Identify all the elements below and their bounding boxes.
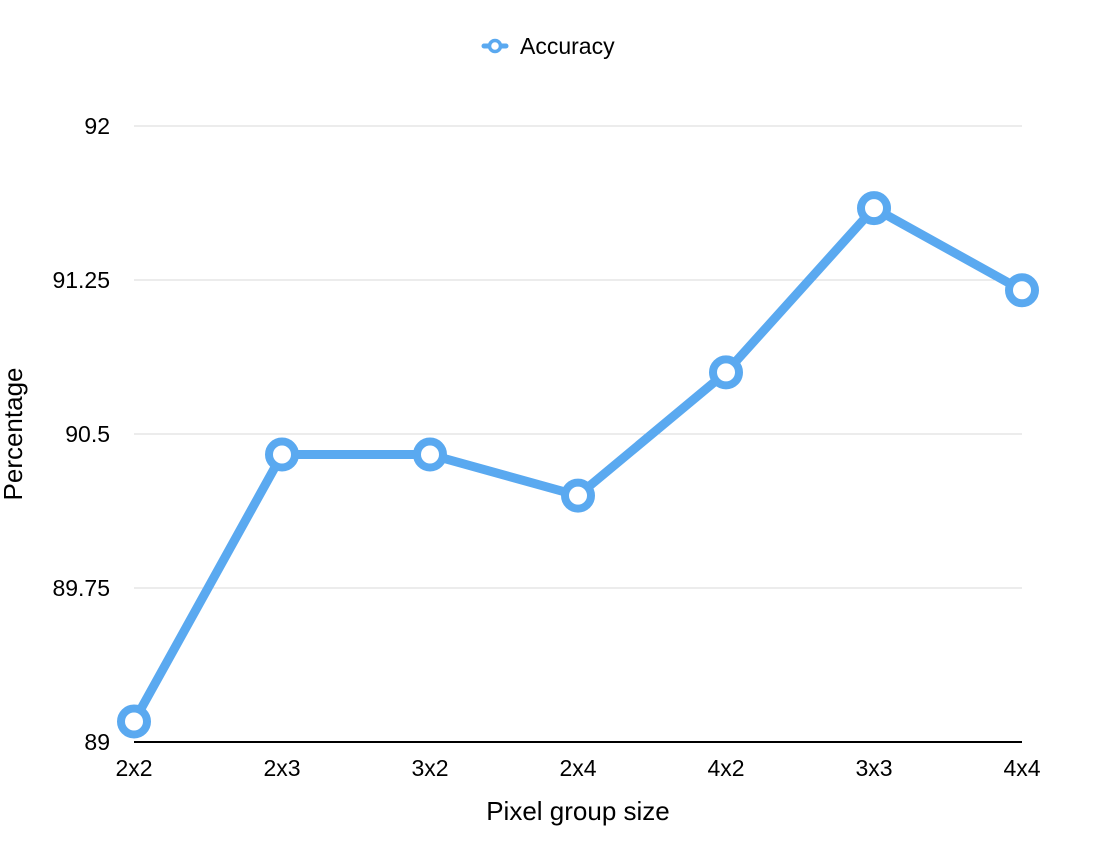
y-axis-title: Percentage — [0, 368, 28, 501]
gridlines — [134, 125, 1022, 589]
data-point-marker — [709, 355, 743, 390]
series-line-accuracy — [129, 203, 1027, 726]
data-point-marker — [857, 191, 891, 226]
data-point-marker — [413, 437, 447, 472]
series-layer — [117, 191, 1039, 739]
data-point-marker — [117, 704, 151, 739]
y-tick-label: 92 — [84, 113, 110, 139]
y-tick-label: 90.5 — [65, 421, 110, 447]
legend-label-accuracy: Accuracy — [520, 33, 615, 59]
x-tick-label: 2x2 — [115, 755, 152, 781]
x-tick-label: 2x3 — [263, 755, 300, 781]
legend: Accuracy — [481, 33, 615, 59]
y-tick-label: 89.75 — [52, 575, 110, 601]
x-tick-label: 2x4 — [559, 755, 596, 781]
y-tick-label: 89 — [84, 729, 110, 755]
data-point-marker — [265, 437, 299, 472]
axes: 89 89.75 90.5 91.25 92 2x2 2x3 3x2 2x4 4x2 3x3 4x4 — [52, 113, 1040, 781]
y-tick-label: 91.25 — [52, 267, 110, 293]
x-tick-label: 3x3 — [855, 755, 892, 781]
data-point-marker — [561, 478, 595, 513]
x-tick-label: 4x4 — [1003, 755, 1040, 781]
legend-marker-icon — [487, 38, 503, 54]
x-axis-title: Pixel group size — [486, 796, 670, 826]
data-point-marker — [1005, 273, 1039, 308]
x-tick-label: 4x2 — [707, 755, 744, 781]
x-tick-label: 3x2 — [411, 755, 448, 781]
